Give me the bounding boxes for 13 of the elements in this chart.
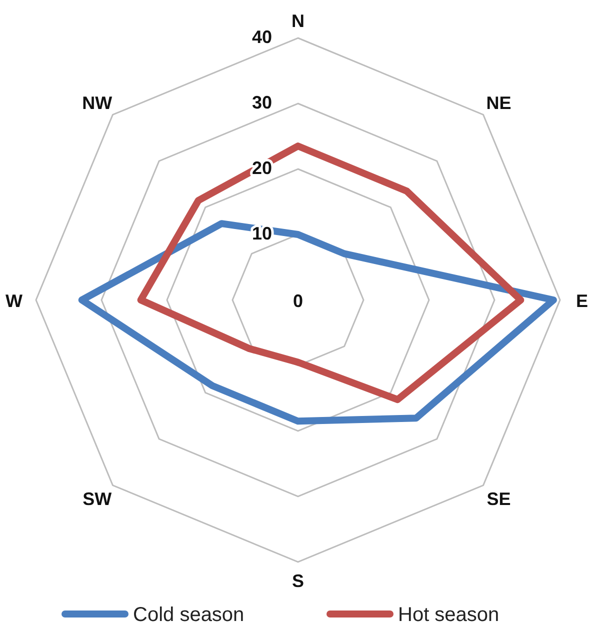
spoke-label: NW — [82, 93, 112, 114]
spoke-label: NE — [486, 93, 512, 114]
spoke-label: N — [292, 11, 304, 31]
spoke-label: SE — [486, 488, 511, 509]
spoke-label: S — [292, 571, 304, 591]
legend-label: Cold season — [133, 604, 244, 626]
legend-label: Hot season — [398, 604, 500, 626]
spoke-label: E — [576, 291, 588, 311]
y-tick-label: 40 — [252, 27, 272, 47]
spoke-label: SW — [82, 488, 112, 509]
spoke-label: W — [6, 291, 22, 311]
y-tick-label: 0 — [292, 291, 304, 311]
y-tick-label: 30 — [252, 92, 272, 112]
